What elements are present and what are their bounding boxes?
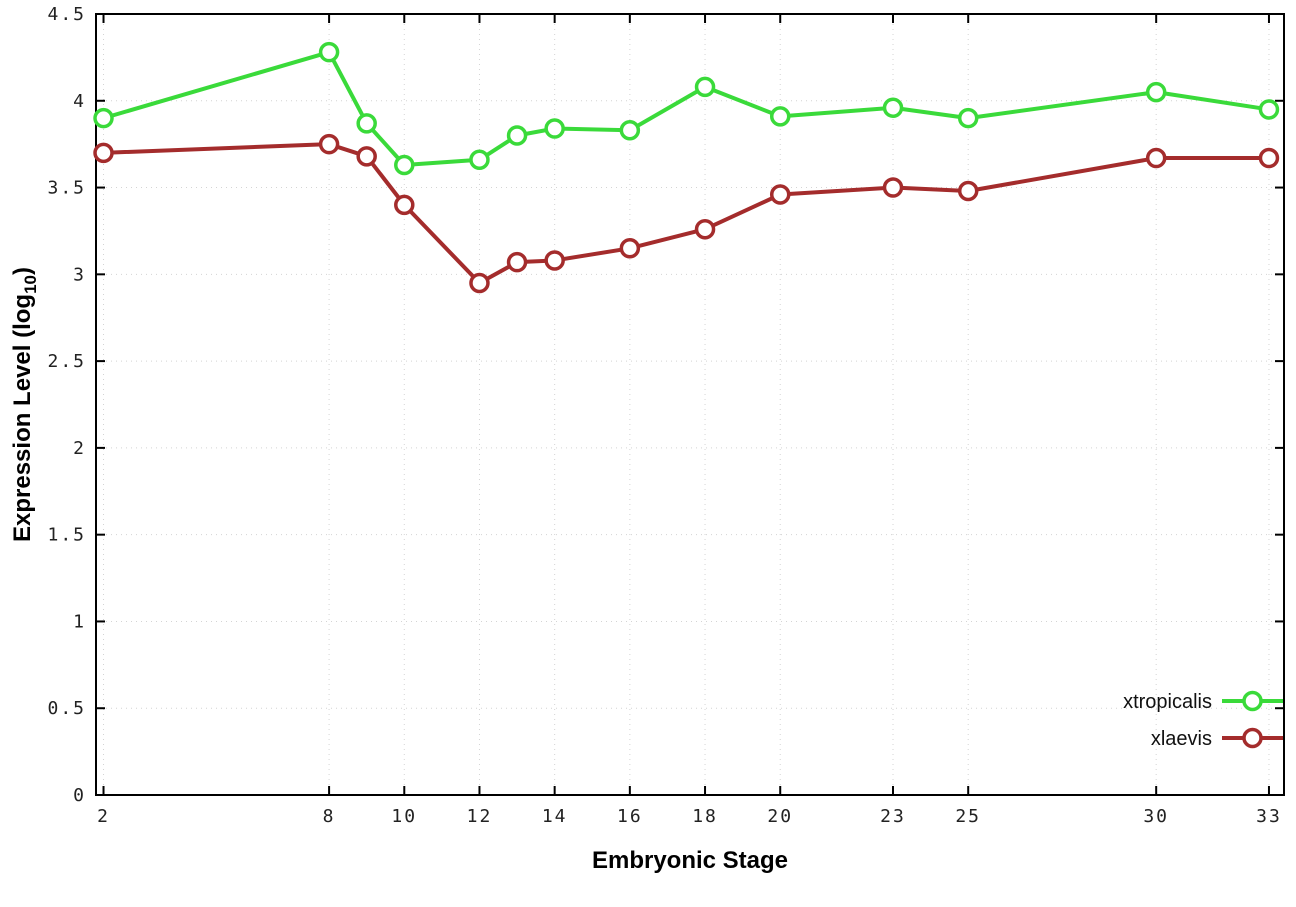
y-tick-label: 3.5 — [47, 178, 86, 199]
y-tick-label: 1.5 — [47, 525, 86, 546]
legend-marker-sample — [1242, 690, 1263, 712]
series-xlaevis — [93, 133, 1280, 294]
legend-entry-xlaevis: xlaevis — [1151, 727, 1283, 750]
marker-xlaevis — [957, 180, 979, 202]
marker-xtropicalis — [1145, 81, 1167, 103]
y-tick-label: 2 — [73, 438, 86, 459]
x-tick-label: 25 — [955, 806, 981, 827]
marker-xlaevis — [882, 177, 904, 198]
marker-xtropicalis — [957, 107, 979, 129]
axis-ticks — [96, 13, 1284, 796]
y-tick-label: 4.5 — [47, 4, 86, 25]
marker-xtropicalis — [356, 113, 377, 134]
x-tick-label: 2 — [97, 806, 110, 827]
marker-xtropicalis — [882, 97, 904, 118]
plot-border — [95, 13, 1285, 796]
grid — [96, 14, 1284, 795]
legend-entry-xtropicalis: xtropicalis — [1123, 690, 1283, 713]
marker-xlaevis — [506, 251, 528, 273]
marker-xtropicalis — [1258, 99, 1280, 120]
y-tick-label: 3 — [73, 264, 86, 285]
x-tick-label: 10 — [391, 806, 417, 827]
x-tick-label: 23 — [880, 806, 906, 827]
marker-xlaevis — [356, 146, 377, 167]
marker-xlaevis — [769, 184, 791, 205]
marker-xtropicalis — [318, 41, 340, 63]
marker-xlaevis — [1145, 147, 1167, 169]
marker-xtropicalis — [506, 125, 528, 146]
y-axis-label-suffix: ) — [9, 267, 36, 275]
y-axis-label: Expression Level (log10) — [9, 267, 40, 542]
x-tick-label: 30 — [1143, 806, 1169, 827]
x-tick-label: 18 — [692, 806, 718, 827]
legend: xtropicalis xlaevis — [1123, 690, 1283, 750]
series-xtropicalis — [93, 41, 1280, 176]
y-tick-label: 0 — [73, 785, 86, 806]
x-tick-label: 12 — [467, 806, 493, 827]
y-tick-label: 2.5 — [47, 351, 86, 372]
y-tick-label: 1 — [73, 611, 86, 632]
legend-marker-sample — [1242, 727, 1263, 749]
marker-xtropicalis — [694, 76, 716, 98]
marker-xtropicalis — [619, 120, 641, 141]
marker-xtropicalis — [469, 149, 490, 171]
marker-xlaevis — [394, 194, 415, 216]
x-tick-label: 16 — [617, 806, 643, 827]
marker-xtropicalis — [93, 107, 114, 129]
legend-label-xtropicalis: xtropicalis — [1123, 691, 1212, 713]
marker-xtropicalis — [394, 154, 415, 176]
y-tick-label: 0.5 — [47, 698, 86, 719]
y-tick-label: 4 — [73, 91, 86, 112]
marker-xtropicalis — [769, 106, 791, 127]
marker-xlaevis — [469, 272, 490, 294]
marker-xlaevis — [93, 142, 114, 164]
x-tick-label: 14 — [542, 806, 568, 827]
y-axis-label-subscript: 10 — [21, 275, 40, 294]
x-tick-label: 8 — [323, 806, 336, 827]
marker-xlaevis — [318, 133, 340, 155]
marker-xlaevis — [544, 250, 565, 271]
x-tick-label: 20 — [767, 806, 793, 827]
x-axis-label: Embryonic Stage — [592, 847, 788, 874]
legend-label-xlaevis: xlaevis — [1151, 728, 1212, 750]
marker-xlaevis — [694, 218, 716, 240]
marker-xtropicalis — [544, 118, 565, 139]
marker-xlaevis — [619, 238, 641, 259]
y-axis-label-prefix: Expression Level (log — [9, 294, 36, 542]
x-tick-label: 33 — [1256, 806, 1282, 827]
marker-xlaevis — [1258, 147, 1280, 169]
